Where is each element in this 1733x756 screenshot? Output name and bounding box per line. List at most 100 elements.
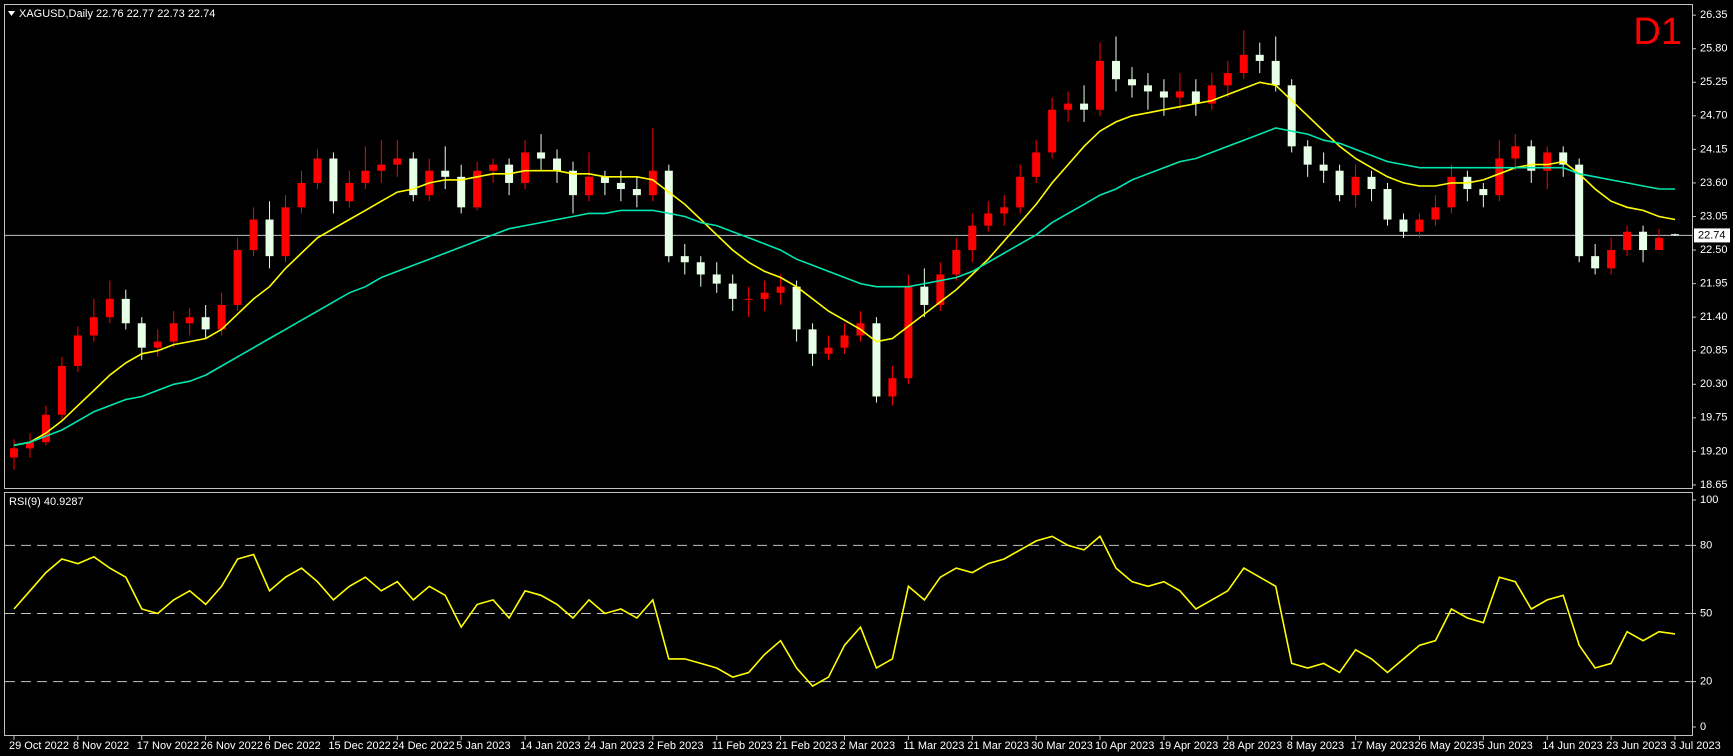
candle-body bbox=[824, 347, 833, 354]
y-tick-label: 22.50 bbox=[1700, 244, 1728, 256]
candle-body bbox=[1351, 176, 1360, 196]
header-low: 22.73 bbox=[157, 8, 185, 20]
candle-body bbox=[1000, 207, 1009, 214]
candle-body bbox=[936, 274, 945, 305]
candle-body bbox=[1511, 146, 1520, 159]
candle-body bbox=[1048, 109, 1057, 153]
candle-body bbox=[137, 323, 146, 348]
candle-body bbox=[1591, 256, 1600, 269]
x-tick-label: 30 Mar 2023 bbox=[1031, 740, 1093, 752]
candle-body bbox=[984, 213, 993, 226]
x-tick-label: 14 Jan 2023 bbox=[520, 740, 581, 752]
x-tick-label: 11 Mar 2023 bbox=[903, 740, 964, 752]
candle-body bbox=[1559, 152, 1568, 165]
candle-body bbox=[1064, 103, 1073, 110]
rsi-value: 40.9287 bbox=[44, 496, 84, 508]
y-tick-label: 20.30 bbox=[1700, 378, 1728, 390]
x-tick-label: 15 Dec 2022 bbox=[328, 740, 390, 752]
x-tick-label: 29 Oct 2022 bbox=[9, 740, 69, 752]
x-tick-label: 26 May 2023 bbox=[1414, 740, 1478, 752]
x-tick-label: 19 Apr 2023 bbox=[1159, 740, 1218, 752]
price-panel-frame bbox=[4, 4, 1693, 489]
candle-body bbox=[1399, 219, 1408, 232]
candle-body bbox=[808, 329, 817, 354]
candle-body bbox=[361, 170, 370, 183]
candle-body bbox=[537, 152, 546, 159]
x-tick-label: 24 Dec 2022 bbox=[392, 740, 454, 752]
candle-body bbox=[648, 170, 657, 196]
x-tick-label: 21 Mar 2023 bbox=[967, 740, 1029, 752]
timeframe-label: D1 bbox=[1633, 11, 1682, 53]
candle-body bbox=[265, 219, 274, 257]
candle-body bbox=[1112, 60, 1121, 80]
candle-body bbox=[473, 170, 482, 208]
candle-body bbox=[1655, 237, 1664, 251]
candle-body bbox=[1623, 231, 1632, 251]
y-tick-label: 25.80 bbox=[1700, 43, 1728, 55]
x-tick-label: 21 Feb 2023 bbox=[776, 740, 838, 752]
moving-average bbox=[13, 127, 1675, 447]
candle-body bbox=[1639, 231, 1648, 251]
candle-body bbox=[840, 335, 849, 348]
candle-body bbox=[457, 176, 466, 208]
x-tick-label: 6 Dec 2022 bbox=[265, 740, 321, 752]
candle-body bbox=[489, 164, 498, 171]
x-tick-label: 3 Jul 2023 bbox=[1670, 740, 1721, 752]
y-tick-label: 21.95 bbox=[1700, 278, 1728, 290]
candle-body bbox=[1016, 176, 1025, 208]
candle-body bbox=[1447, 176, 1456, 208]
candle-body bbox=[105, 298, 114, 318]
candle-body bbox=[568, 170, 577, 196]
candle-body bbox=[25, 442, 34, 449]
candle-body bbox=[553, 158, 562, 171]
candle-body bbox=[1255, 54, 1264, 61]
y-tick-label: 23.60 bbox=[1700, 177, 1728, 189]
x-tick-label: 8 Nov 2022 bbox=[73, 740, 129, 752]
candle-body bbox=[1175, 91, 1184, 98]
y-tick-label: 21.40 bbox=[1700, 311, 1728, 323]
candle-body bbox=[904, 286, 913, 379]
candle-body bbox=[345, 182, 354, 202]
candle-body bbox=[1032, 152, 1041, 177]
candle-body bbox=[952, 250, 961, 275]
candle-body bbox=[712, 274, 721, 284]
candle-body bbox=[696, 262, 705, 275]
symbol-title: XAGUSD,Daily bbox=[19, 8, 93, 20]
candle-body bbox=[744, 298, 753, 300]
candle-body bbox=[1207, 85, 1216, 104]
candle-body bbox=[169, 323, 178, 342]
candle-body bbox=[201, 317, 210, 330]
candle-body bbox=[616, 182, 625, 190]
x-tick-label: 17 May 2023 bbox=[1351, 740, 1415, 752]
x-tick-label: 5 Jan 2023 bbox=[456, 740, 510, 752]
collapse-icon[interactable] bbox=[8, 11, 15, 16]
candle-body bbox=[1096, 60, 1105, 110]
x-tick-label: 5 Jun 2023 bbox=[1478, 740, 1532, 752]
candle-body bbox=[409, 158, 418, 196]
rsi-panel-frame bbox=[4, 492, 1693, 736]
candle-body bbox=[1575, 164, 1584, 257]
candle-body bbox=[1431, 207, 1440, 220]
y-tick-label: 20 bbox=[1700, 676, 1712, 688]
candle-body bbox=[600, 176, 609, 183]
x-tick-label: 11 Feb 2023 bbox=[712, 740, 773, 752]
last-price-label: 22.74 bbox=[1698, 229, 1726, 241]
candle-body bbox=[872, 323, 881, 397]
candle-body bbox=[1080, 103, 1089, 110]
candle-body bbox=[792, 286, 801, 330]
x-tick-label: 28 Apr 2023 bbox=[1223, 740, 1282, 752]
candle-body bbox=[121, 298, 130, 324]
candle-body bbox=[89, 317, 98, 336]
y-tick-label: 25.25 bbox=[1700, 76, 1728, 88]
candle-body bbox=[1335, 170, 1344, 196]
y-tick-label: 24.15 bbox=[1700, 143, 1728, 155]
candle-body bbox=[217, 304, 226, 330]
candle-body bbox=[41, 414, 50, 443]
candle-body bbox=[281, 207, 290, 257]
y-tick-label: 24.70 bbox=[1700, 110, 1728, 122]
rsi-line bbox=[13, 535, 1676, 688]
candle-body bbox=[1303, 146, 1312, 165]
candle-body bbox=[632, 189, 641, 196]
candle-body bbox=[920, 286, 929, 305]
